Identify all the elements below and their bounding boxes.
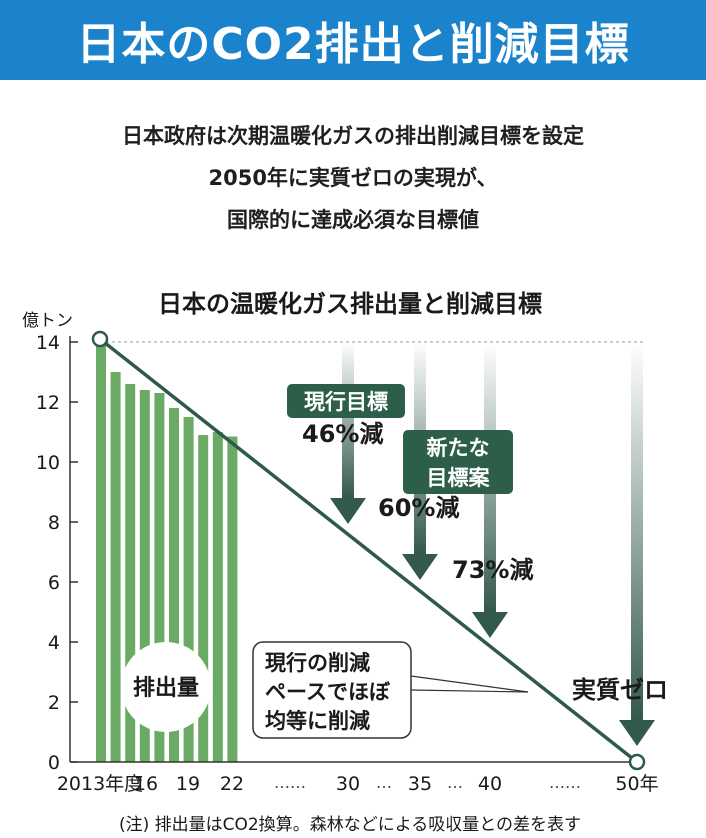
chart-title: 日本の温暖化ガス排出量と削減目標 <box>158 290 542 318</box>
y-tick-label: 4 <box>48 632 60 654</box>
x-tick-label: 2013年度 <box>57 773 143 795</box>
trend-callout-text: 均等に削減 <box>265 709 370 733</box>
subtitle-line-3: 国際的に達成必須な目標値 <box>227 208 479 232</box>
trend-line <box>98 337 639 764</box>
x-axis-gap-dots: …… <box>549 773 581 792</box>
footnote: (注) 排出量はCO2換算。森林などによる吸収量との差を表す <box>119 815 581 835</box>
x-tick-label: 22 <box>220 773 244 795</box>
target-arrow-head <box>330 498 366 524</box>
x-tick-label: 19 <box>176 773 200 795</box>
target-arrow-stem <box>631 342 643 720</box>
x-tick-label: 30 <box>336 773 360 795</box>
trend-callout-pointer <box>410 689 529 693</box>
trend-start-point <box>91 330 109 348</box>
y-tick-label: 6 <box>48 572 60 594</box>
target-badge-text: 新たな <box>427 436 490 460</box>
y-axis-unit: 億トン <box>22 311 73 331</box>
target-label: 46%減 <box>302 420 383 448</box>
emission-bar <box>139 390 150 762</box>
y-tick-label: 2 <box>48 692 60 714</box>
y-tick-label: 0 <box>48 752 60 774</box>
x-axis-gap-dots: … <box>447 773 463 792</box>
emission-bar <box>183 417 194 762</box>
trend-end-point <box>628 753 646 771</box>
subtitle-line-2: 2050年に実質ゼロの実現が、 <box>208 166 498 190</box>
y-tick-label: 14 <box>36 332 60 354</box>
emission-bar <box>154 393 165 762</box>
x-tick-label: 35 <box>408 773 432 795</box>
target-badge-text: 現行目標 <box>304 390 388 414</box>
target-arrow-head <box>472 612 508 638</box>
emission-bar <box>125 384 136 762</box>
target-label: 73%減 <box>452 556 533 584</box>
x-tick-label: 16 <box>134 773 158 795</box>
emission-bar <box>198 435 209 762</box>
trend-callout-text: 現行の削減 <box>265 651 370 675</box>
target-label: 60%減 <box>378 494 459 522</box>
emission-bar <box>169 408 179 762</box>
trend-callout-pointer <box>410 675 529 693</box>
y-tick-label: 10 <box>36 452 60 474</box>
emission-bar <box>227 436 238 762</box>
x-axis-gap-dots: …… <box>274 773 306 792</box>
subtitle-line-1: 日本政府は次期温暖化ガスの排出削減目標を設定 <box>122 124 584 148</box>
target-arrow-head <box>619 720 655 746</box>
target-label: 実質ゼロ <box>572 676 668 704</box>
x-tick-label: 50年 <box>615 773 658 795</box>
headline-bar: 日本のCO2排出と削減目標 <box>0 0 706 80</box>
x-axis-gap-dots: … <box>376 773 392 792</box>
emissions-chart: 日本の温暖化ガス排出量と削減目標 億トン 排出量 0 2 4 6 8 10 12 14 2013… <box>22 290 668 835</box>
trend-callout-text: ペースでほぼ <box>265 680 391 704</box>
headline: 日本のCO2排出と削減目標 <box>76 19 630 70</box>
target-arrow-head <box>402 554 438 580</box>
target-badge <box>403 430 513 494</box>
emission-bar <box>96 339 106 762</box>
y-tick-label: 12 <box>36 392 60 414</box>
x-tick-label: 40 <box>478 773 502 795</box>
target-badge <box>287 384 405 418</box>
emission-bar <box>212 432 223 762</box>
series-label-bubble <box>121 642 211 732</box>
y-tick-label: 8 <box>48 512 60 534</box>
target-arrow-stem <box>342 342 354 498</box>
emission-bar <box>110 372 121 762</box>
series-label: 排出量 <box>133 676 199 701</box>
target-badge-text: 目標案 <box>427 466 491 490</box>
